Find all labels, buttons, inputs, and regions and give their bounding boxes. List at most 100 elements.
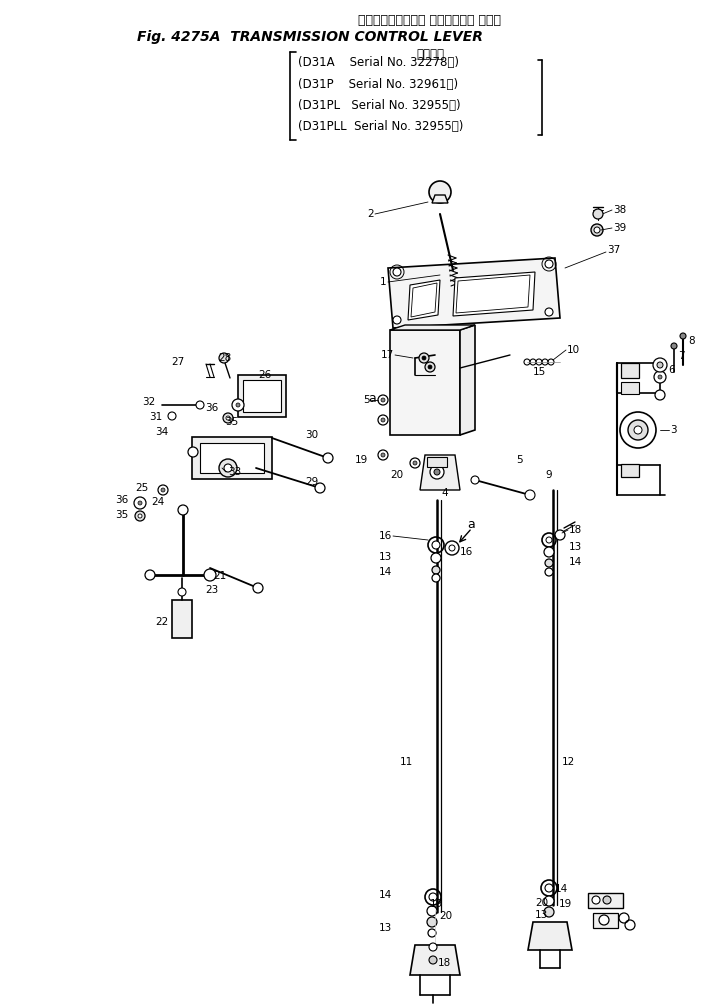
Bar [427,457,447,467]
Text: 19: 19 [355,455,368,465]
Circle shape [653,358,667,372]
Circle shape [545,884,553,892]
Bar [243,380,281,412]
Bar [192,437,272,479]
Polygon shape [410,945,460,975]
Circle shape [434,469,440,475]
Text: (D31A    Serial No. 32278～): (D31A Serial No. 32278～) [298,56,459,69]
Circle shape [555,530,565,540]
Circle shape [145,570,155,580]
Circle shape [219,353,229,363]
Circle shape [236,403,240,407]
Text: 20: 20 [390,470,403,480]
Circle shape [226,416,230,420]
Text: 13: 13 [535,910,548,920]
Circle shape [427,906,437,916]
Circle shape [658,375,662,379]
Circle shape [471,476,479,484]
Polygon shape [390,325,475,330]
Text: 38: 38 [613,205,626,215]
Text: 6: 6 [668,365,675,375]
Text: 15: 15 [533,367,546,377]
Circle shape [381,398,385,402]
Circle shape [381,453,385,457]
Circle shape [593,209,603,219]
Text: 29: 29 [305,477,318,487]
Text: Fig. 4275A  TRANSMISSION CONTROL LEVER: Fig. 4275A TRANSMISSION CONTROL LEVER [137,30,483,44]
Circle shape [671,343,677,349]
Text: 34: 34 [155,427,168,437]
Text: 20: 20 [439,911,452,921]
Circle shape [204,569,216,581]
Circle shape [429,943,437,951]
Circle shape [413,461,417,465]
Circle shape [223,413,233,423]
Bar [621,363,639,378]
Circle shape [419,353,429,363]
Polygon shape [388,258,560,328]
Text: 28: 28 [218,353,231,363]
Circle shape [427,917,437,927]
Text: 8: 8 [688,336,694,346]
Circle shape [381,418,385,422]
Circle shape [428,365,432,369]
Circle shape [178,588,186,596]
Circle shape [138,501,142,505]
Bar [172,600,192,638]
Circle shape [431,553,441,563]
Text: 26: 26 [258,370,271,380]
Circle shape [429,956,437,964]
Text: 2: 2 [368,209,374,219]
Circle shape [525,490,535,500]
Circle shape [323,453,333,463]
Text: 24: 24 [151,497,165,507]
Circle shape [425,362,435,372]
Circle shape [135,511,145,521]
Circle shape [591,224,603,236]
Text: 32: 32 [141,397,155,407]
Circle shape [168,412,176,420]
Text: 適用号機: 適用号機 [416,48,444,61]
Text: 13: 13 [569,542,582,552]
Text: 39: 39 [613,223,626,233]
Text: 5: 5 [363,395,370,405]
Text: 33: 33 [228,467,241,477]
Circle shape [544,907,554,917]
Circle shape [232,399,244,411]
Text: 25: 25 [135,483,148,493]
Text: 11: 11 [400,757,413,767]
Polygon shape [460,325,475,435]
Circle shape [196,401,204,409]
Circle shape [432,566,440,574]
Text: (D31P    Serial No. 32961～): (D31P Serial No. 32961～) [298,78,458,91]
Bar [588,893,623,908]
Bar [238,375,286,417]
Text: 16: 16 [460,547,473,557]
Text: 5: 5 [516,455,523,465]
Circle shape [393,316,401,324]
Circle shape [178,505,188,515]
Circle shape [594,227,600,233]
Text: 7: 7 [678,351,685,361]
Polygon shape [390,330,460,435]
Text: 27: 27 [172,357,185,367]
Text: a: a [467,518,475,531]
Circle shape [219,459,237,477]
Circle shape [188,447,198,457]
Text: 23: 23 [205,585,218,595]
Text: 30: 30 [305,430,318,440]
Circle shape [315,483,325,493]
Circle shape [378,450,388,460]
Text: 35: 35 [115,510,128,520]
Text: 21: 21 [213,571,226,581]
Circle shape [634,426,642,434]
Text: 13: 13 [379,552,392,562]
Text: 20: 20 [535,898,548,908]
Circle shape [158,485,168,495]
Circle shape [428,929,436,937]
Circle shape [545,308,553,316]
Text: (D31PL   Serial No. 32955～): (D31PL Serial No. 32955～) [298,99,461,112]
Circle shape [603,896,611,904]
Circle shape [655,390,665,400]
Circle shape [449,545,455,551]
